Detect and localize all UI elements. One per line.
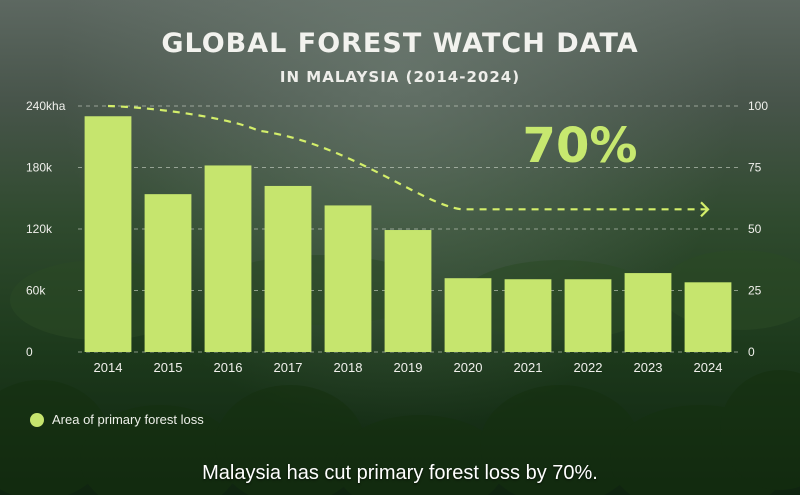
- trend-line: [107, 104, 708, 211]
- x-tick-label: 2017: [274, 360, 303, 375]
- bar: [204, 165, 252, 352]
- bar: [504, 279, 552, 352]
- chart-title: GLOBAL FOREST WATCH DATA: [161, 28, 639, 59]
- legend: Area of primary forest loss: [30, 412, 204, 427]
- x-tick-label: 2024: [694, 360, 723, 375]
- bar: [624, 273, 672, 352]
- y2-tick-label: 75: [748, 161, 762, 175]
- y2-tick-label: 0: [748, 345, 755, 359]
- legend-label: Area of primary forest loss: [52, 412, 204, 427]
- y-tick-label: 0: [26, 345, 33, 359]
- bar: [444, 278, 492, 352]
- bar: [144, 194, 192, 352]
- y-tick-label: 60k: [26, 284, 46, 298]
- x-tick-label: 2022: [574, 360, 603, 375]
- x-tick-label: 2018: [334, 360, 363, 375]
- y2-tick-label: 100: [748, 99, 768, 113]
- chart-subtitle: IN MALAYSIA (2014-2024): [279, 68, 521, 86]
- bar: [84, 116, 132, 352]
- y2-tick-label: 50: [748, 222, 762, 236]
- x-tick-label: 2023: [634, 360, 663, 375]
- y-tick-label: 240kha: [26, 99, 66, 113]
- legend-swatch: [30, 412, 44, 427]
- x-tick-label: 2019: [394, 360, 423, 375]
- reduction-callout: 70%: [523, 118, 638, 174]
- x-tick-label: 2014: [94, 360, 123, 375]
- y2-tick-label: 25: [748, 284, 762, 298]
- y-tick-label: 180k: [26, 161, 53, 175]
- x-tick-label: 2015: [154, 360, 183, 375]
- bar: [564, 279, 612, 352]
- x-tick-label: 2016: [214, 360, 243, 375]
- y-tick-label: 120k: [26, 222, 53, 236]
- bar: [264, 185, 312, 352]
- bar: [324, 205, 372, 352]
- trend-arrowhead: [700, 201, 710, 218]
- x-tick-label: 2021: [514, 360, 543, 375]
- caption: Malaysia has cut primary forest loss by …: [202, 462, 598, 484]
- x-tick-label: 2020: [454, 360, 483, 375]
- bar: [684, 282, 732, 352]
- bar: [384, 230, 432, 352]
